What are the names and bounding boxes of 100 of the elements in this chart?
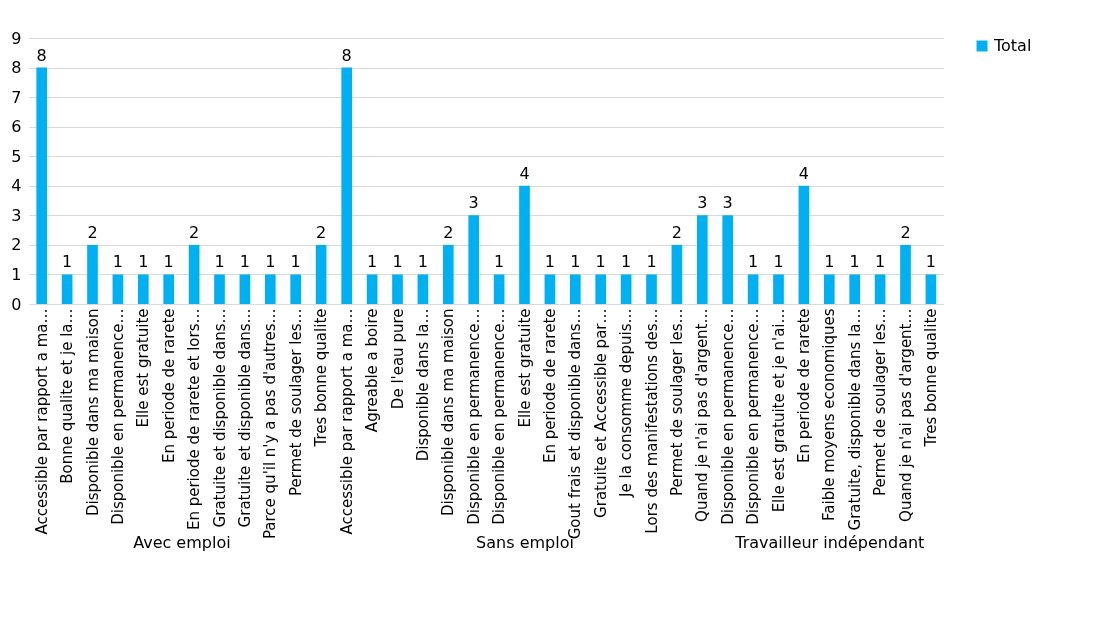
bar [696, 215, 708, 304]
data-label: 1 [367, 252, 378, 272]
data-label: 1 [748, 252, 759, 272]
bar [87, 244, 98, 304]
x-tick-label: Gratuite et Accessible par… [591, 308, 610, 518]
bar [646, 274, 657, 304]
y-tick-label: 2 [11, 235, 22, 255]
bar [595, 274, 607, 304]
x-tick-label: Gratuite, disponible dans la… [845, 308, 864, 531]
data-label: 3 [697, 193, 708, 213]
x-tick-label: Disponible en permanence… [490, 308, 509, 525]
data-label: 8 [36, 45, 47, 65]
bar [900, 244, 911, 304]
data-label: 4 [798, 163, 809, 183]
bar [290, 274, 302, 304]
bar [773, 274, 784, 304]
data-label: 1 [849, 252, 860, 272]
bar [798, 185, 810, 304]
x-tick-label: Disponible dans la… [413, 308, 432, 462]
y-tick-label: 1 [11, 264, 22, 284]
x-tick-label: Elle est gratuite [134, 308, 153, 428]
x-tick-label: Elle est gratuite [515, 308, 534, 428]
data-label: 1 [214, 252, 225, 272]
x-tick-label: Quand je n'ai pas d'argent… [896, 308, 915, 522]
legend-label: Total [993, 36, 1032, 55]
bar [671, 244, 683, 304]
bar [239, 274, 251, 304]
x-tick-label: Disponible en permanence… [744, 308, 763, 525]
data-label: 1 [570, 252, 581, 272]
bar [747, 274, 759, 304]
data-label: 1 [621, 252, 632, 272]
x-tick-label: Agreable a boire [363, 308, 382, 433]
data-label: 2 [443, 222, 454, 242]
bar [61, 274, 73, 304]
data-label: 1 [62, 252, 73, 272]
x-tick-label: Tres bonne qualite [312, 308, 331, 448]
x-tick-label: Gratuite et disponible dans… [210, 308, 229, 528]
x-tick-label: Permet de soulager les… [667, 308, 686, 496]
bar [264, 274, 276, 304]
x-tick-label: Disponible dans ma maison [83, 308, 102, 516]
data-label: 1 [138, 252, 149, 272]
bar [442, 244, 454, 304]
data-label: 4 [519, 163, 530, 183]
x-axis-title: Avec emploi [133, 532, 231, 552]
x-tick-label: Disponible dans ma maison [439, 308, 458, 516]
bar [188, 244, 200, 304]
x-tick-label: Accessible par rapport a ma… [337, 308, 356, 535]
x-axis-title: Travailleur indépendant [734, 532, 925, 552]
x-tick-label: Tres bonne qualite [921, 308, 940, 448]
x-tick-label: Gratuite et disponible dans… [235, 308, 254, 528]
bar [214, 274, 225, 304]
data-label: 1 [925, 252, 936, 272]
data-label: 1 [875, 252, 886, 272]
y-tick-label: 3 [11, 205, 22, 225]
bar [315, 244, 327, 304]
data-label: 1 [824, 252, 835, 272]
bar [392, 274, 403, 304]
x-tick-label: Permet de soulager les… [871, 308, 890, 496]
data-label: 1 [392, 252, 403, 272]
x-tick-label: Permet de soulager les… [286, 308, 305, 496]
data-label: 2 [900, 222, 911, 242]
data-label: 1 [265, 252, 276, 272]
data-label: 3 [468, 193, 479, 213]
x-tick-label: Disponible en permanence… [108, 308, 127, 525]
bar [112, 274, 124, 304]
bar [620, 274, 632, 304]
y-tick-label: 4 [11, 176, 22, 196]
bar [849, 274, 861, 304]
bar [925, 274, 937, 304]
y-tick-label: 6 [11, 117, 22, 137]
data-label: 8 [341, 45, 352, 65]
data-label: 1 [646, 252, 657, 272]
data-label: 1 [544, 252, 555, 272]
x-tick-label: En periode de rarete [540, 308, 559, 464]
bar [341, 67, 353, 304]
data-label: 1 [239, 252, 250, 272]
bar [823, 274, 835, 304]
x-tick-label: En periode de rarete [159, 308, 178, 464]
data-label: 1 [163, 252, 174, 272]
data-label: 2 [316, 222, 327, 242]
x-tick-label: Disponible en permanence… [718, 308, 737, 525]
bar [163, 274, 175, 304]
x-tick-label: Parce qu'il n'y a pas d'autres… [261, 308, 280, 540]
y-tick-label: 5 [11, 146, 22, 166]
x-tick-label: En periode de rarete et lors… [185, 308, 204, 531]
bar [366, 274, 378, 304]
x-tick-label: Je la consomme depuis… [617, 308, 636, 498]
y-tick-label: 7 [11, 87, 22, 107]
x-tick-label: Elle est gratuite et je n'ai… [769, 308, 788, 513]
bar [417, 274, 429, 304]
data-label: 1 [494, 252, 505, 272]
x-tick-label: Bonne qualite et je la… [58, 308, 77, 484]
bar [468, 215, 480, 304]
bar [137, 274, 149, 304]
data-label: 1 [417, 252, 428, 272]
bar [874, 274, 886, 304]
data-label: 1 [595, 252, 606, 272]
x-tick-label: Quand je n'ai pas d'argent… [693, 308, 712, 522]
x-tick-label: Disponible en permanence… [464, 308, 483, 525]
data-label: 3 [722, 193, 733, 213]
